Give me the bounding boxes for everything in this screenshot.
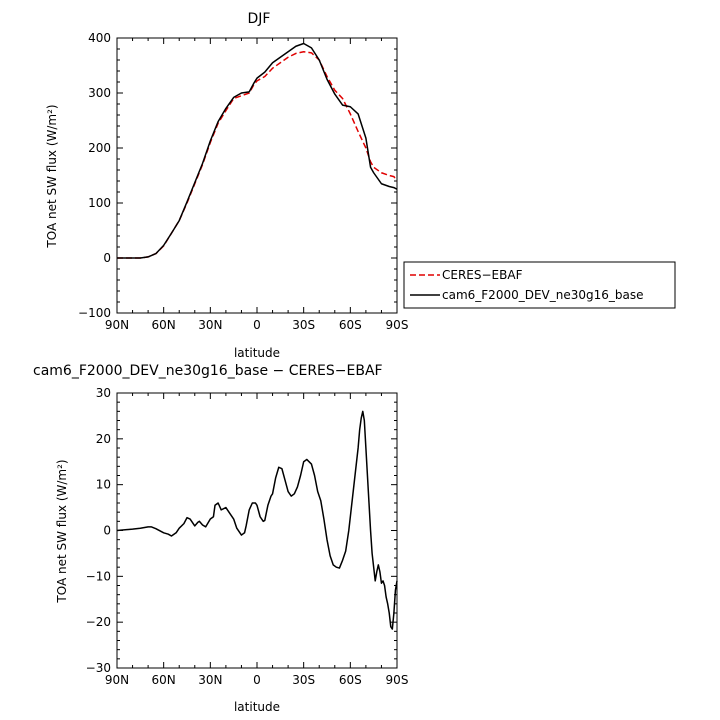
y-tick-label: 200 (88, 141, 111, 155)
x-tick-label: 0 (253, 673, 261, 687)
series-line-cam6-f2000-dev-ne30g16-base (117, 42, 398, 259)
y-tick-label: −30 (86, 661, 111, 675)
x-tick-label: 30S (292, 318, 315, 332)
panel-bottom-frame (116, 392, 398, 669)
x-tick-label: 0 (253, 318, 261, 332)
panel-bottom-ylabel: TOA net SW flux (W/m²) (55, 459, 69, 603)
x-tick-label: 60S (339, 673, 362, 687)
panel-bottom-xlabel: latitude (234, 700, 280, 714)
x-tick-label: 60N (152, 318, 176, 332)
panel-top-xlabel: latitude (234, 346, 280, 360)
y-tick-label: 20 (96, 432, 111, 446)
y-tick-label: −20 (86, 615, 111, 629)
panel-top-axes: 90N 60N 30N 0 30S 60S 90S −100 0 100 200 300 400 (78, 31, 408, 332)
y-tick-label: 400 (88, 31, 111, 45)
y-tick-label: −10 (86, 569, 111, 583)
panel-top-frame (116, 37, 398, 314)
panel-top-series-group (117, 42, 398, 259)
legend-box (403, 261, 676, 309)
y-tick-label: 30 (96, 386, 111, 400)
panel-top: DJF 90N 60N 30N 0 30S 60S 90S −100 0 100 200 300 400… (45, 11, 676, 360)
y-tick-label: 10 (96, 478, 111, 492)
y-tick-label: 0 (103, 524, 111, 538)
x-tick-label: 90N (105, 318, 129, 332)
legend-label-ceres: CERES−EBAF (442, 268, 523, 282)
panel-top-title: DJF (248, 11, 271, 27)
legend-label-cam6: cam6_F2000_DEV_ne30g16_base (442, 288, 644, 302)
x-tick-label: 90S (386, 673, 409, 687)
y-tick-label: 0 (103, 251, 111, 265)
panel-top-ylabel: TOA net SW flux (W/m²) (45, 104, 59, 248)
legend: CERES−EBAF cam6_F2000_DEV_ne30g16_base (403, 261, 676, 309)
x-tick-label: 90S (386, 318, 409, 332)
x-tick-label: 60N (152, 673, 176, 687)
panel-bottom: cam6_F2000_DEV_ne30g16_base − CERES−EBAF… (33, 363, 408, 714)
series-line-difference (116, 410, 398, 630)
series-line-ceres-ebaf (117, 51, 398, 259)
x-tick-label: 30N (198, 673, 222, 687)
panel-bottom-series-group (116, 410, 398, 630)
panel-bottom-title: cam6_F2000_DEV_ne30g16_base − CERES−EBAF (33, 363, 383, 379)
y-tick-label: 100 (88, 196, 111, 210)
x-tick-label: 30N (198, 318, 222, 332)
x-tick-label: 30S (292, 673, 315, 687)
y-tick-label: 300 (88, 86, 111, 100)
x-tick-label: 90N (105, 673, 129, 687)
y-tick-label: −100 (78, 306, 111, 320)
x-tick-label: 60S (339, 318, 362, 332)
